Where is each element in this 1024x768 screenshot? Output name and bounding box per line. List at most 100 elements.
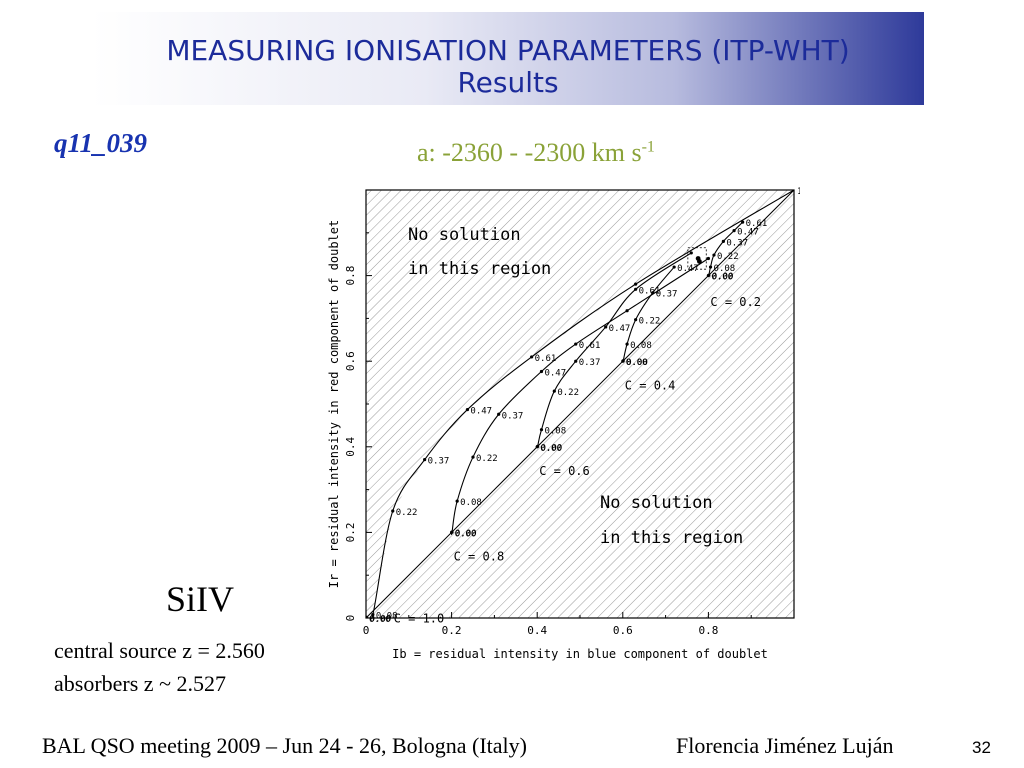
point-label: 0.47 [470,407,492,417]
point-label: 0.00 [541,443,563,453]
point-label: 0.00 [369,615,391,625]
point-label: 0.37 [428,457,450,467]
point-label: 0.61 [746,219,768,229]
region-label-lower-1: No solution [600,493,713,513]
point-label: 0.08 [630,341,652,351]
point-label: 1.00 [797,187,800,197]
curve-point [712,253,716,257]
curve-point [371,612,375,617]
region-label-lower-2: in this region [600,528,743,548]
point-label: 0.37 [656,290,678,300]
curve-point [552,389,556,393]
error-box [687,247,707,270]
axes: 00 0.2 0.2 0.4 0.4 0.6 0.6 0.8 0.8 Ib = residual … [327,220,768,661]
y-tick-label: 0.4 [344,436,357,456]
diagonal-line [366,190,794,618]
point-label: 0.37 [579,358,601,368]
plot-area [366,190,794,618]
curve-point [539,428,544,432]
y-tick-label: 0 [344,615,357,622]
point-label: 0.61 [639,286,661,296]
curve-point [539,369,544,374]
curve-point [530,355,534,359]
curve-point [732,229,736,233]
c-value-label: C = 0.6 [539,464,590,478]
c-value-label: C = 0.2 [710,295,761,309]
point-label: 0.22 [396,508,418,518]
c-value-label: C = 1.0 [394,612,445,626]
absorber-redshift: absorbers z ~ 2.527 [54,671,226,696]
plot-labels: 0.000.000.080.220.370.470.611.00C = 1.00… [369,187,800,626]
slide-subtitle: Results [457,66,559,99]
curve-point [672,265,676,269]
point-label: 0.37 [726,238,748,248]
curve-point [708,265,713,269]
page-number: 32 [972,738,991,757]
point-label: 0.08 [714,264,736,274]
velocity-range-text: a: -2360 - -2300 km s [417,138,642,167]
point-label: 0.61 [579,341,601,351]
ionisation-plot: 00 0.2 0.2 0.4 0.4 0.6 0.6 0.8 0.8 Ib = residual … [327,187,800,661]
curve-point [625,342,629,346]
curve-point [471,455,475,459]
point-label: 0.08 [376,612,398,622]
point-label: 0.47 [544,368,566,378]
curve-point [497,412,501,416]
curve-point [625,309,629,313]
x-tick-label: 0 [363,624,370,637]
object-id-label: q11_039 [54,128,148,158]
c-value-label: C = 0.8 [454,550,505,564]
point-label: 0.37 [502,411,524,421]
curve-point [651,291,655,295]
region-label-upper-2: in this region [408,259,551,279]
curve-point [574,342,578,346]
x-tick-label: 0.2 [442,624,462,637]
c-value-label: C = 0.4 [625,378,676,392]
point-label: 0.00 [626,358,648,368]
point-label: 0.08 [460,498,482,508]
curve-point [689,251,693,255]
central-source-redshift: central source z = 2.560 [54,638,265,663]
curve-point [707,273,711,277]
point-label: 0.61 [535,354,557,364]
point-label: 0.22 [639,317,661,327]
curve-point [450,530,454,534]
y-tick-label: 0.2 [344,522,357,542]
curve-point [423,458,427,462]
curve-point [634,287,638,291]
curve-point [455,499,459,503]
y-axis-label: Ir = residual intensity in red component… [327,220,341,588]
velocity-range-sup: -1 [641,138,655,156]
point-label: 0.47 [677,264,699,274]
point-label: 0.22 [476,454,498,464]
curve-point [604,325,608,329]
curve-point [391,509,395,513]
point-label: 0.08 [544,427,566,437]
slide-title: MEASURING IONISATION PARAMETERS (ITP-WHT… [166,34,850,67]
point-label: 0.00 [540,444,562,454]
point-label: 0.00 [455,529,477,539]
point-label: 0.00 [455,529,477,539]
x-tick-label: 0.6 [613,624,633,637]
curve-point [536,444,540,448]
ion-label: SiIV [166,579,235,619]
curve-point [634,282,638,286]
x-tick-label: 0.4 [527,624,547,637]
point-label: 0.00 [711,273,733,283]
velocity-range-label: a: -2360 - -2300 km s-1 [417,138,655,168]
point-label: 0.47 [609,324,631,334]
footer-author: Florencia Jiménez Luján [676,733,894,758]
point-label: 0.00 [626,358,648,368]
x-tick-label: 0.8 [698,624,718,637]
curve-point [721,239,725,243]
no-solution-region-upper [366,190,794,618]
title-banner: MEASURING IONISATION PARAMETERS (ITP-WHT… [92,12,924,105]
point-label: 0.00 [370,614,392,624]
region-label-upper-1: No solution [408,225,521,245]
point-label: 0.00 [712,272,734,282]
point-label: 0.47 [737,228,759,238]
y-tick-label: 0.6 [344,351,357,371]
point-label: 0.22 [717,252,739,262]
footer-meeting: BAL QSO meeting 2009 – Jun 24 - 26, Bolo… [42,733,527,758]
curve-point [741,220,745,224]
